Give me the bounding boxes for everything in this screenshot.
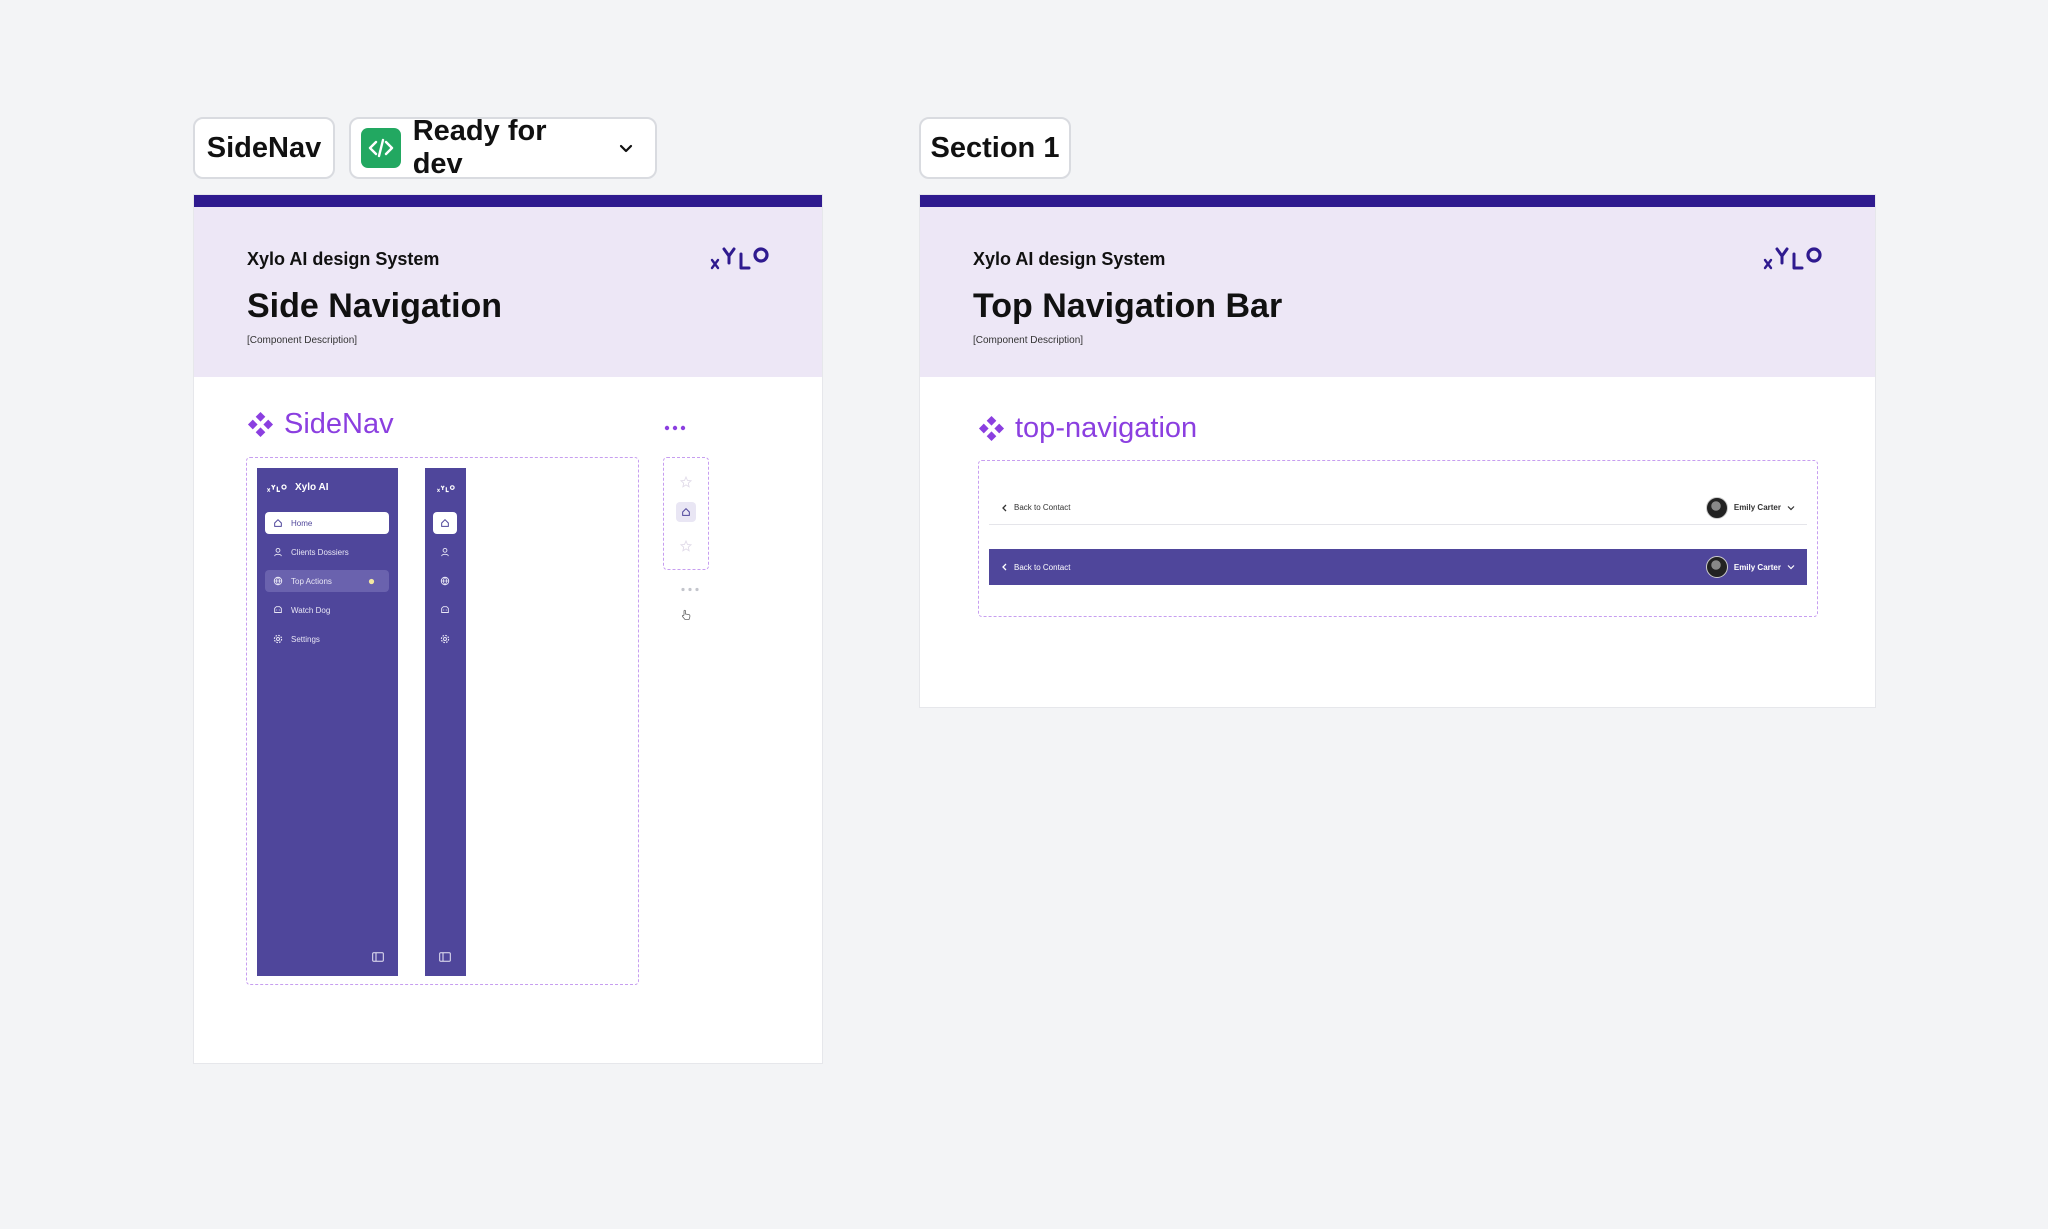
top-nav-dark: Back to Contact Emily Carter (989, 549, 1807, 585)
back-link[interactable]: Back to Contact (1001, 563, 1070, 572)
gear-icon (440, 634, 450, 644)
section-frame-label-text: Section 1 (930, 131, 1060, 164)
mini-item-watch-dog[interactable] (433, 599, 457, 621)
sidenav-frame-label[interactable]: SideNav (193, 117, 335, 179)
mini-item-top-actions[interactable] (433, 570, 457, 592)
component-icon (978, 415, 1005, 442)
status-label: Ready for dev (412, 115, 547, 180)
xylo-logo-mini (437, 485, 455, 493)
page-title: Top Navigation Bar (973, 287, 1283, 325)
side-navigation-card: Xylo AI design System Side Navigation [C… (193, 194, 823, 1064)
component-heading: SideNav (247, 408, 394, 441)
mini-item-home[interactable] (433, 512, 457, 534)
chevron-down-icon (1787, 505, 1795, 510)
mini-item-settings[interactable] (433, 628, 457, 650)
dog-icon (272, 604, 284, 616)
mini-item-clients[interactable] (433, 541, 457, 563)
chevron-down-icon (615, 137, 637, 159)
back-link-label: Back to Contact (1014, 503, 1071, 512)
xylo-logo (710, 247, 769, 270)
chevron-left-icon (1002, 563, 1007, 571)
user-menu[interactable]: Emily Carter (1705, 496, 1795, 519)
collapse-sidebar-icon[interactable] (372, 952, 384, 962)
star-icon (680, 540, 692, 552)
cursor-icon (368, 578, 375, 584)
sidebar-item-watch-dog[interactable]: Watch Dog (265, 599, 389, 621)
sidebar-brand: Xylo AI (267, 482, 329, 493)
sidebar-item-label: Settings (291, 634, 320, 644)
nav-item-states-frame (663, 457, 709, 570)
sidebar-item-label: Top Actions (291, 576, 332, 586)
sidenav-variants-frame: Xylo AI Home Clients Dossiers Top Action… (246, 457, 639, 985)
component-icon (247, 411, 274, 438)
sidebar-item-home[interactable]: Home (265, 512, 389, 534)
component-name: SideNav (284, 408, 394, 440)
home-icon (441, 518, 449, 527)
user-name: Emily Carter (1733, 503, 1781, 512)
sidebar-item-label: Clients Dossiers (291, 547, 349, 557)
globe-icon (272, 575, 284, 587)
sidenav-frame-label-text: SideNav (206, 131, 322, 164)
avatar (1705, 556, 1728, 578)
home-icon (272, 517, 284, 529)
star-icon (680, 476, 692, 488)
code-icon (361, 128, 401, 168)
top-nav-light: Back to Contact Emily Carter (989, 491, 1807, 525)
sidebar-item-clients-dossiers[interactable]: Clients Dossiers (265, 541, 389, 563)
component-heading: top-navigation (978, 412, 1197, 445)
sidebar-brand-name: Xylo AI (295, 482, 329, 493)
dog-icon (441, 606, 449, 613)
top-navigation-card: Xylo AI design System Top Navigation Bar… (919, 194, 1876, 708)
component-name: top-navigation (1015, 412, 1198, 444)
pointer-hand-icon (681, 609, 691, 620)
avatar (1705, 496, 1728, 519)
sidebar-collapsed (425, 468, 466, 976)
chevron-down-icon (1787, 565, 1795, 570)
top-nav-variants-frame: Back to Contact Emily Carter Back to Con… (978, 460, 1818, 617)
user-name: Emily Carter (1733, 562, 1781, 572)
chevron-left-icon (1002, 504, 1007, 511)
gear-icon (272, 633, 284, 645)
system-name: Xylo AI design System (973, 249, 1166, 269)
card-header: Xylo AI design System Top Navigation Bar… (920, 207, 1875, 377)
user-icon (272, 546, 284, 558)
expand-sidebar-icon[interactable] (439, 952, 451, 962)
component-description: [Component Description] (247, 335, 358, 346)
user-menu[interactable]: Emily Carter (1705, 556, 1795, 578)
sidebar-item-label: Home (291, 518, 313, 528)
xylo-logo-small (267, 483, 287, 492)
back-link[interactable]: Back to Contact (1001, 503, 1070, 512)
system-name: Xylo AI design System (247, 249, 440, 269)
page-title: Side Navigation (247, 287, 503, 325)
section-frame-label[interactable]: Section 1 (919, 117, 1071, 179)
sidebar-item-label: Watch Dog (291, 605, 331, 615)
sidebar-expanded: Xylo AI Home Clients Dossiers Top Action… (257, 468, 398, 976)
card-accent-bar (920, 195, 1875, 207)
nav-item-active-state (676, 502, 696, 522)
component-description: [Component Description] (973, 335, 1084, 346)
card-header: Xylo AI design System Side Navigation [C… (194, 207, 822, 377)
sidebar-item-settings[interactable]: Settings (265, 628, 389, 650)
user-icon (441, 547, 449, 557)
back-link-label: Back to Contact (1014, 562, 1071, 572)
globe-icon (440, 576, 450, 586)
card-accent-bar (194, 195, 822, 207)
sidebar-item-top-actions[interactable]: Top Actions (265, 570, 389, 592)
more-dots-icon (681, 587, 699, 592)
more-options-icon[interactable] (664, 425, 686, 431)
home-icon (682, 507, 690, 516)
xylo-logo (1763, 247, 1822, 270)
status-dropdown[interactable]: Ready for dev (349, 115, 657, 180)
